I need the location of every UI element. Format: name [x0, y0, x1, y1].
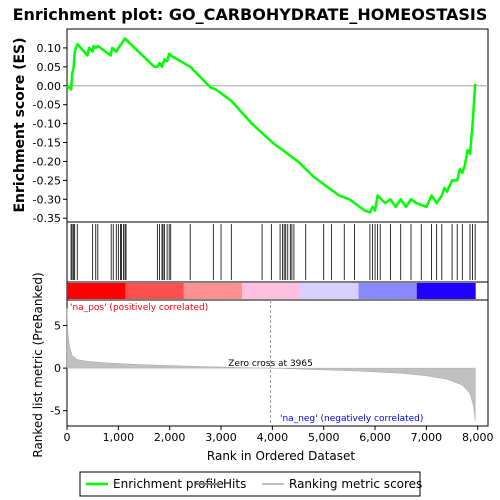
hit-markers — [70, 224, 476, 280]
metric-xaxis-ticks: 0 1,000 2,000 3,000 4,000 5,000 6,000 7,000 8,00… — [64, 426, 494, 444]
ranking-bar-segment — [358, 283, 418, 299]
enrichment-profile-line — [66, 37, 477, 214]
legend-box — [79, 471, 421, 497]
es-yaxis-ticks: 0.10 0.05 0.00 -0.05 -0.10 -0.15 -0.20 -0.25 -0.… — [33, 42, 67, 225]
hits-panel — [66, 221, 489, 283]
legend-label: Hits — [223, 477, 246, 491]
zero-cross-label: Zero cross at 3965 — [228, 359, 313, 369]
ranking-bar-segment — [416, 283, 476, 299]
metric-xtick-label: 1,000 — [103, 431, 135, 444]
es-ylabel: Enrichment score (ES) — [12, 37, 28, 212]
es-ytick-label: -0.35 — [33, 212, 61, 225]
metric-yaxis-ticks: 5 0 -5 — [50, 320, 67, 418]
es-ytick-label: -0.15 — [33, 137, 61, 150]
legend-label: Ranking metric scores — [289, 477, 422, 491]
metric-xtick-label: 4,000 — [257, 431, 289, 444]
es-ytick-label: 0.00 — [37, 80, 62, 93]
es-ytick-label: -0.20 — [33, 155, 61, 168]
metric-xtick-label: 8,000 — [462, 431, 494, 444]
ranking-metric-area — [66, 308, 476, 421]
metric-xtick-label: 6,000 — [359, 431, 391, 444]
es-ytick-label: -0.10 — [33, 118, 61, 131]
metric-ylabel: Ranked list metric (PreRanked) — [31, 272, 45, 457]
pos-label: 'na_pos' (positively correlated) — [70, 303, 208, 313]
neg-label: 'na_neg' (negatively correlated) — [280, 414, 423, 424]
metric-xtick-label: 3,000 — [205, 431, 237, 444]
enrichment-panel — [66, 28, 489, 223]
ranking-bar-segment — [183, 283, 243, 299]
metric-ytick-label: 5 — [54, 320, 61, 333]
metric-ytick-label: -5 — [50, 405, 61, 418]
metric-ytick-label: 0 — [54, 362, 61, 375]
es-ytick-label: 0.10 — [37, 42, 62, 55]
metric-xlabel: Rank in Ordered Dataset — [207, 449, 355, 463]
es-ytick-label: -0.25 — [33, 174, 61, 187]
ranking-bar-segment — [67, 283, 126, 299]
ranking-bar-segment — [125, 283, 185, 299]
metric-xtick-label: 0 — [64, 431, 71, 444]
es-ytick-label: -0.05 — [33, 99, 61, 112]
metric-xtick-label: 7,000 — [411, 431, 443, 444]
es-ytick-label: -0.30 — [33, 193, 61, 206]
legend-label: Enrichment profile — [113, 477, 224, 491]
es-ytick-label: 0.05 — [37, 61, 62, 74]
ranking-bar-segment — [300, 283, 360, 299]
ranking-color-bar — [67, 283, 476, 299]
metric-panel — [66, 299, 489, 427]
metric-xtick-label: 2,000 — [154, 431, 186, 444]
legend: Enrichment profile Hits Ranking metric sco… — [86, 477, 422, 491]
ranking-bar-segment — [241, 283, 301, 299]
chart-title: Enrichment plot: GO_CARBOHYDRATE_HOMEOST… — [13, 5, 488, 24]
metric-xtick-label: 5,000 — [308, 431, 340, 444]
